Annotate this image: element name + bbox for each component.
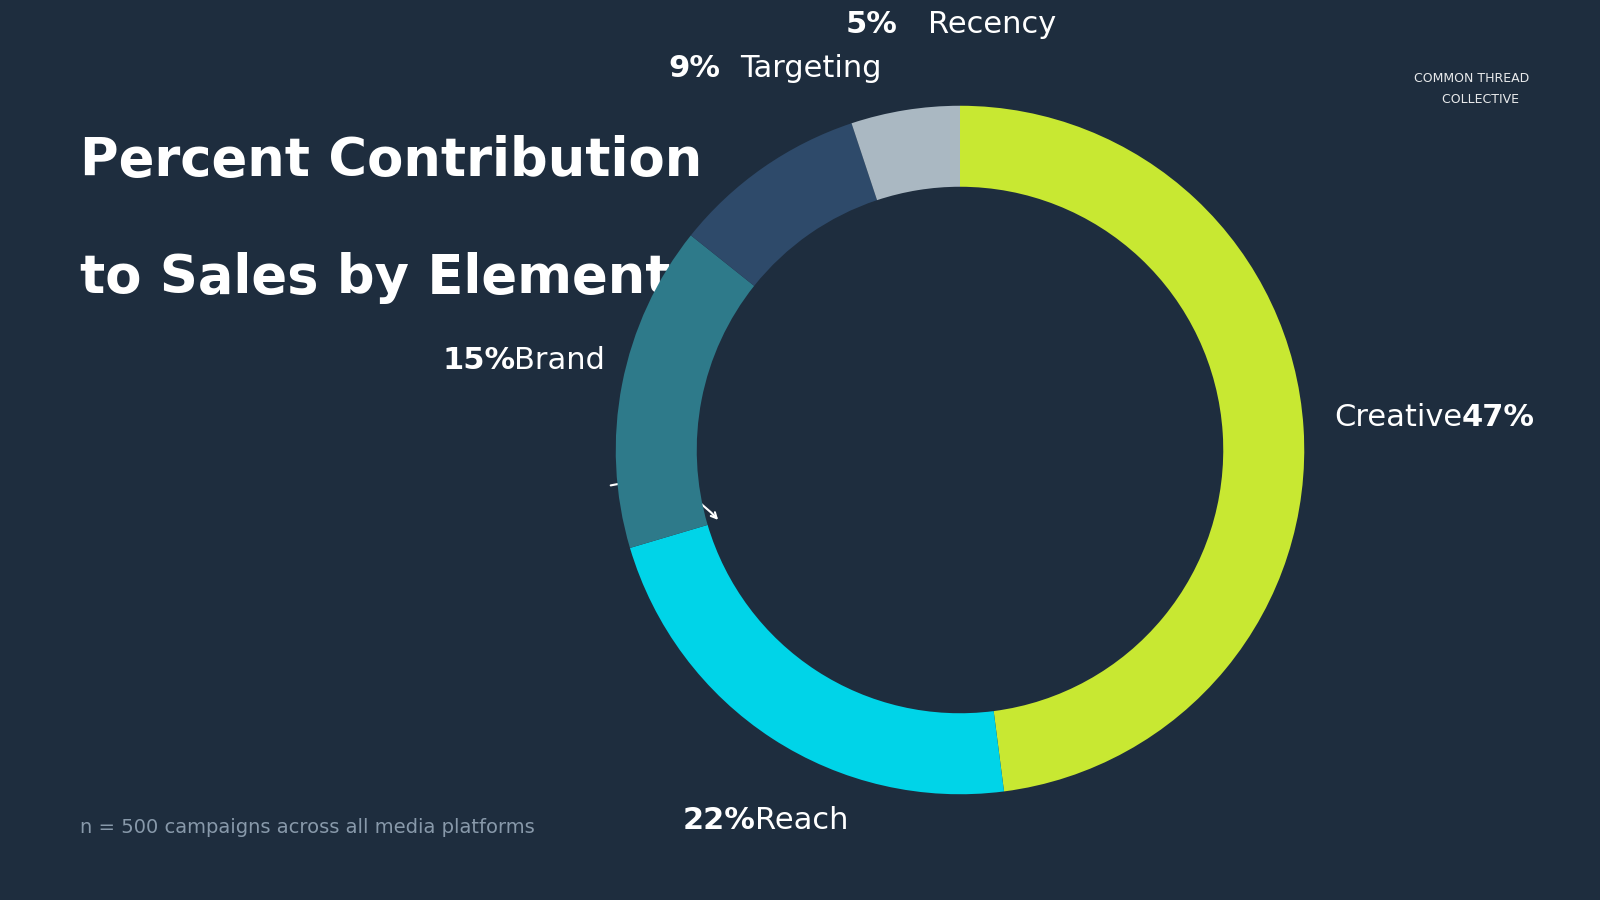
Text: Creative: Creative bbox=[1334, 403, 1462, 432]
Text: 15%: 15% bbox=[442, 346, 515, 375]
Text: 47%: 47% bbox=[1462, 403, 1534, 432]
Text: Targeting: Targeting bbox=[741, 53, 882, 83]
Text: to Sales by Element: to Sales by Element bbox=[80, 252, 670, 304]
Text: n = 500 campaigns across all media platforms: n = 500 campaigns across all media platf… bbox=[80, 818, 534, 837]
Wedge shape bbox=[960, 105, 1304, 791]
Text: 5%: 5% bbox=[846, 11, 898, 40]
Wedge shape bbox=[851, 105, 960, 200]
Text: COMMON THREAD
    COLLECTIVE: COMMON THREAD COLLECTIVE bbox=[1414, 72, 1530, 106]
Wedge shape bbox=[630, 525, 1005, 794]
Text: Recency: Recency bbox=[928, 11, 1056, 40]
Text: Brand: Brand bbox=[514, 346, 605, 375]
Text: Reach: Reach bbox=[755, 806, 848, 834]
Text: Percent Contribution: Percent Contribution bbox=[80, 135, 702, 187]
Text: 22%: 22% bbox=[683, 806, 755, 834]
Wedge shape bbox=[616, 236, 754, 548]
Wedge shape bbox=[691, 123, 877, 286]
Text: 9%: 9% bbox=[669, 53, 720, 83]
